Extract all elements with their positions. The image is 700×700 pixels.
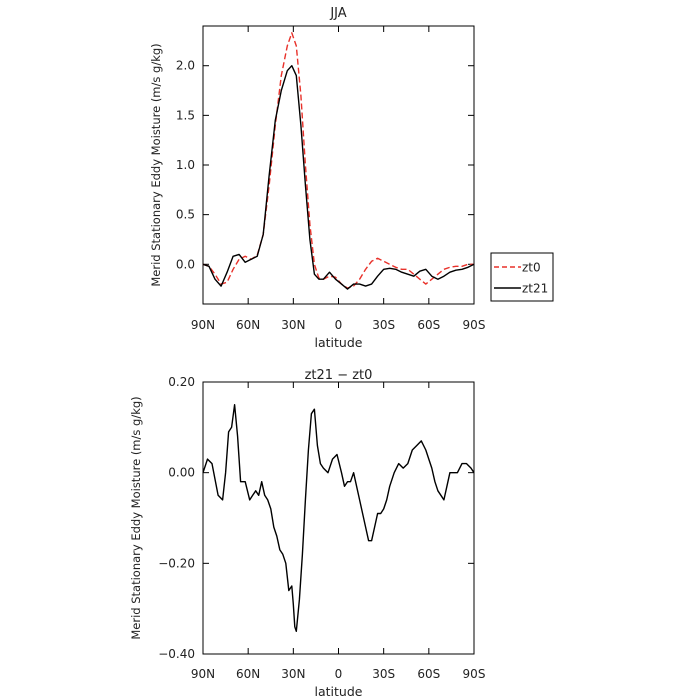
x-tick-label: 0 [335,667,343,681]
x-tick-label: 60S [417,667,440,681]
x-tick-label: 30S [372,318,395,332]
legend-box [490,252,554,302]
y-axis-label: Merid Stationary Eddy Moisture (m/s g/kg… [129,396,143,639]
chart-title: JJA [329,6,346,21]
x-tick-label: 60N [236,667,260,681]
x-axis-label: latitude [315,335,363,350]
x-tick-label: 60N [236,318,260,332]
panels: JJA 90N 60N 30N 0 30S 60S 90S 0.0 0.5 1.0 1.5 2.0 lat… [129,6,554,699]
x-tick-label: 90S [463,318,486,332]
chart-panel-2: zt21 − zt0 90N 60N 30N 0 30S 60S 90S 0.20 0.00 −0.… [129,368,485,699]
x-tick-label: 30N [281,667,305,681]
legend-label: zt0 [522,261,541,275]
plot-frame [202,381,475,655]
legend: zt0 zt21 [490,252,554,302]
x-tick-label: 60S [417,318,440,332]
x-tick-label: 30N [281,318,305,332]
y-tick-label: 1.0 [176,158,195,172]
y-tick-label: 0.00 [168,466,195,480]
series-line-1 [202,404,475,632]
y-tick-label: 0.0 [176,257,195,271]
x-tick-label: 30S [372,667,395,681]
y-tick-label: 0.5 [176,208,195,222]
x-tick-label: 90N [191,667,215,681]
series-line-zt0 [202,32,474,289]
y-tick-label: −0.20 [158,556,195,570]
legend-label: zt21 [522,282,548,296]
series-line-zt21 [202,64,475,290]
chart-panel-1: JJA 90N 60N 30N 0 30S 60S 90S 0.0 0.5 1.0 1.5 2.0 lat… [149,6,554,350]
x-axis-label: latitude [315,684,363,699]
y-tick-label: 2.0 [176,59,195,73]
y-tick-label: 0.20 [168,375,195,389]
chart-title: zt21 − zt0 [305,368,373,383]
y-tick-label: 1.5 [176,108,195,122]
y-axis-label: Merid Stationary Eddy Moisture (m/s g/kg… [149,43,163,286]
y-tick-label: −0.40 [158,647,195,661]
x-tick-label: 90S [463,667,486,681]
plot-frame [202,25,475,305]
x-tick-label: 90N [191,318,215,332]
x-tick-label: 0 [335,318,343,332]
